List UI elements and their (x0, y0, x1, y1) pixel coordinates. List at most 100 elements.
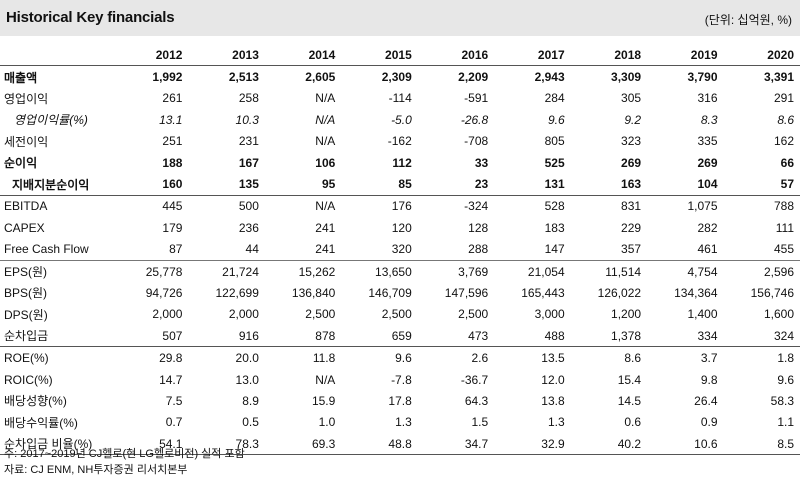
table-cell: 2,000 (152, 307, 183, 322)
table-cell: 2,500 (381, 307, 412, 322)
table-cell: 136,840 (291, 285, 336, 300)
table-row: 영업이익 261 258 N/A -114 -591 284 305 316 291 (0, 88, 800, 109)
table-cell: 659 (391, 328, 412, 343)
table-cell: 183 (544, 220, 565, 235)
table-row: EBITDA 445 500 N/A 176 -324 528 831 1,075 788 (0, 194, 800, 218)
table-cell: 241 (315, 242, 336, 257)
table-cell: -708 (464, 134, 489, 149)
table-cell: 15,262 (264, 259, 342, 283)
header-corner (0, 44, 112, 67)
table-cell: -114 (388, 91, 412, 106)
row-label: BPS(원) (4, 286, 48, 301)
table-cell: 3,790 (687, 70, 718, 85)
table-cell: 528 (494, 194, 571, 218)
table-cell: 507 (162, 328, 183, 343)
table-cell: 85 (398, 177, 412, 192)
table-row: DPS(원) 2,000 2,000 2,500 2,500 2,500 3,000 1,20… (0, 304, 800, 325)
table-cell: 87 (169, 242, 183, 257)
table-cell: 2,209 (458, 70, 489, 85)
table-row: 배당수익률(%) 0.7 0.5 1.0 1.3 1.5 1.3 0.6 0.9 1.1 (0, 412, 800, 433)
table-row: Free Cash Flow 87 44 241 320 288 147 357 461 455 (0, 239, 800, 261)
source-note: 자료: CJ ENM, NH투자증권 리서치본부 (4, 464, 188, 476)
table-cell: 64.3 (464, 393, 489, 408)
footnote: 주: 2017~2019년 CJ헬로(현 LG헬로비전) 실적 포함 (4, 448, 245, 460)
table-cell: 8.3 (700, 112, 718, 127)
row-label: 지배지분순이익 (12, 177, 90, 192)
table-row: 지배지분순이익 160 135 95 85 23 131 163 104 57 (0, 173, 800, 195)
table-cell: 2,513 (228, 70, 259, 85)
table-cell: 126,022 (597, 285, 642, 300)
table-cell: 788 (723, 194, 800, 218)
table-cell: 26.4 (694, 393, 718, 408)
table-cell: 17.8 (388, 393, 412, 408)
row-label: 순차입금 (4, 329, 49, 344)
table-cell: 104 (697, 177, 718, 192)
table-cell: 11,514 (570, 259, 648, 283)
table-row: 영업이익률(%) 13.1 10.3 N/A -5.0 -26.8 9.6 9.2 8.3 8.6 (0, 109, 800, 130)
table-cell: 0.9 (700, 415, 718, 430)
table-cell: 10.3 (235, 112, 259, 127)
table-cell: 40.2 (570, 433, 648, 456)
table-cell: 106 (315, 155, 336, 170)
table-cell: 878 (315, 328, 336, 343)
table-cell: 1,600 (763, 307, 794, 322)
table-cell: N/A (315, 112, 336, 127)
table-cell: 122,699 (215, 285, 259, 300)
table-cell: 23 (474, 177, 489, 192)
table-cell: 54.1 (112, 433, 189, 456)
table-cell: 3,391 (763, 70, 794, 85)
table-cell: 131 (544, 177, 565, 192)
table-cell: 120 (391, 220, 412, 235)
table-cell: 2,500 (458, 307, 489, 322)
year-header: 2012 (112, 44, 189, 67)
table-cell: 21,054 (494, 259, 571, 283)
row-label: 매출액 (4, 70, 38, 85)
table-row: 세전이익 251 231 N/A -162 -708 805 323 335 162 (0, 131, 800, 152)
table-cell: -7.8 (391, 372, 412, 387)
table-cell: 14.7 (159, 372, 183, 387)
table-cell: 188 (162, 155, 183, 170)
table-cell: 156,746 (750, 285, 794, 300)
table-cell: 12.0 (541, 372, 565, 387)
table-cell: -36.7 (460, 372, 489, 387)
table-cell: 167 (238, 155, 259, 170)
financials-table: 2012 2013 2014 2015 2016 2017 2018 2019 2020 매출액… (0, 44, 800, 456)
table-cell: N/A (315, 134, 336, 149)
table-cell: 8.9 (242, 393, 259, 408)
row-label: EPS(원) (0, 259, 112, 283)
table-cell: 4,754 (647, 259, 724, 283)
table-cell: 500 (188, 194, 265, 218)
table-cell: N/A (315, 372, 336, 387)
table-cell: 269 (697, 155, 718, 170)
table-cell: -591 (464, 91, 489, 106)
table-cell: 291 (773, 91, 794, 106)
table-cell: 13.8 (541, 393, 565, 408)
table-cell: 1,200 (611, 307, 642, 322)
table-row: 순차입금 비율(%) 54.1 78.3 69.3 48.8 34.7 32.9 40.2 10… (0, 433, 800, 456)
table-cell: 13,650 (341, 259, 418, 283)
table-body: 매출액 1,992 2,513 2,605 2,309 2,209 2,943 3,309 3,… (0, 66, 800, 456)
table-cell: 20.0 (188, 346, 265, 369)
table-cell: 2.6 (417, 346, 495, 369)
table-row: 배당성향(%) 7.5 8.9 15.9 17.8 64.3 13.8 14.5 26.4 58.… (0, 390, 800, 411)
year-header: 2016 (417, 44, 495, 67)
table-cell: 2,605 (305, 70, 336, 85)
table-cell: 1.3 (395, 415, 412, 430)
table-row: ROIC(%) 14.7 13.0 N/A -7.8 -36.7 12.0 15.4 9.8 9.… (0, 369, 800, 390)
table-cell: 8.5 (723, 433, 800, 456)
table-cell: 1,992 (152, 70, 183, 85)
table-cell: 147,596 (444, 285, 489, 300)
table-row: 순차입금 507 916 878 659 473 488 1,378 334 324 (0, 325, 800, 347)
year-header: 2017 (494, 44, 571, 67)
table-cell: 112 (392, 155, 412, 170)
header-row: 2012 2013 2014 2015 2016 2017 2018 2019 2020 (0, 44, 800, 67)
table-cell: 66 (780, 155, 794, 170)
table-cell: 1.5 (471, 415, 489, 430)
title-bar: Historical Key financials (단위: 십억원, %) (0, 0, 800, 36)
table-cell: 163 (621, 177, 642, 192)
table-cell: 15.4 (617, 372, 642, 387)
row-label: 영업이익 (4, 91, 49, 106)
year-header: 2020 (723, 44, 800, 67)
table-cell: 305 (621, 91, 642, 106)
table-cell: 269 (621, 155, 642, 170)
